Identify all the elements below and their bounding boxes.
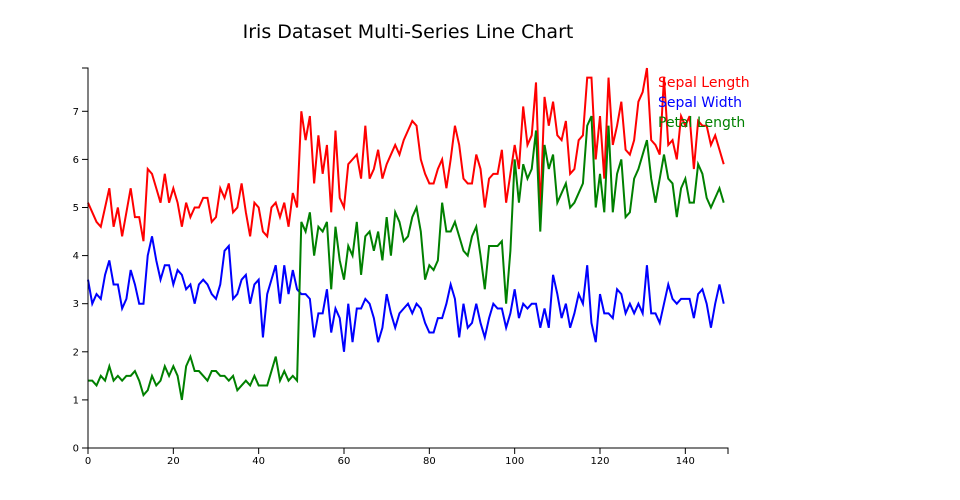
x-tick-label: 80 xyxy=(423,456,436,467)
y-axis: 0 1 2 3 4 5 6 7 xyxy=(73,67,89,455)
x-tick: 40 xyxy=(252,448,265,467)
x-tick-label: 120 xyxy=(590,456,609,467)
x-tick-label: 40 xyxy=(252,456,265,467)
chart-title: Iris Dataset Multi-Series Line Chart xyxy=(243,21,574,43)
x-axis: 0 20 40 60 80 100 120 140 xyxy=(85,447,729,467)
x-tick-label: 0 xyxy=(85,456,91,467)
x-tick: 60 xyxy=(338,448,351,467)
y-tick-label: 1 xyxy=(73,395,79,406)
x-tick-label: 100 xyxy=(505,456,524,467)
series-line-sepal-length xyxy=(87,67,725,242)
x-tick-label: 60 xyxy=(338,456,351,467)
y-tick-label: 0 xyxy=(73,444,79,455)
y-tick-label: 3 xyxy=(73,299,79,310)
y-tick: 1 xyxy=(73,395,88,406)
y-tick: 2 xyxy=(73,347,88,358)
legend-item: Sepal Length xyxy=(658,75,750,91)
x-tick: 0 xyxy=(85,448,91,467)
x-tick: 140 xyxy=(676,448,695,467)
y-tick: 0 xyxy=(73,444,88,455)
y-tick-label: 6 xyxy=(73,155,79,166)
y-tick: 3 xyxy=(73,299,88,310)
y-axis-line xyxy=(82,67,89,449)
x-tick: 120 xyxy=(590,448,610,467)
legend-item: Petal Length xyxy=(658,115,745,131)
y-tick-label: 4 xyxy=(73,251,79,262)
legend-item: Sepal Width xyxy=(658,95,742,111)
legend: Sepal Length Sepal Width Petal Length xyxy=(658,75,750,131)
series-group xyxy=(87,67,725,401)
y-tick: 5 xyxy=(73,203,88,214)
x-tick: 100 xyxy=(505,448,524,467)
x-tick-label: 20 xyxy=(167,456,180,467)
x-tick: 20 xyxy=(167,448,180,467)
y-tick: 4 xyxy=(73,251,88,262)
x-tick: 80 xyxy=(423,448,436,467)
x-axis-line xyxy=(87,447,729,454)
y-tick: 7 xyxy=(73,107,88,118)
y-tick-label: 5 xyxy=(73,203,79,214)
x-tick-label: 140 xyxy=(676,456,695,467)
y-tick-label: 2 xyxy=(73,347,79,358)
y-tick-label: 7 xyxy=(73,107,79,118)
series-line-petal-length xyxy=(88,115,725,401)
y-tick: 6 xyxy=(73,155,88,166)
series-line-sepal-width xyxy=(87,236,725,352)
